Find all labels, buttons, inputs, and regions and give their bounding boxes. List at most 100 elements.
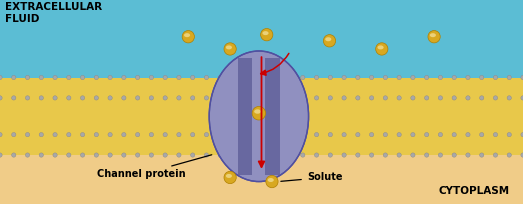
Ellipse shape	[259, 75, 264, 80]
Ellipse shape	[521, 75, 523, 80]
Ellipse shape	[438, 96, 442, 100]
Ellipse shape	[425, 75, 429, 80]
Ellipse shape	[356, 96, 360, 100]
Ellipse shape	[135, 133, 140, 137]
Ellipse shape	[342, 133, 346, 137]
FancyBboxPatch shape	[238, 58, 252, 175]
Ellipse shape	[273, 75, 277, 80]
Ellipse shape	[438, 133, 442, 137]
Ellipse shape	[0, 75, 2, 80]
Ellipse shape	[53, 133, 57, 137]
Ellipse shape	[149, 75, 154, 80]
Ellipse shape	[122, 153, 126, 157]
Ellipse shape	[493, 153, 497, 157]
Ellipse shape	[356, 75, 360, 80]
Bar	[0, 78, 523, 155]
Ellipse shape	[259, 153, 264, 157]
Ellipse shape	[314, 153, 319, 157]
Ellipse shape	[108, 75, 112, 80]
Ellipse shape	[287, 133, 291, 137]
Text: CYTOPLASM: CYTOPLASM	[439, 186, 510, 196]
Ellipse shape	[328, 96, 333, 100]
Ellipse shape	[425, 153, 429, 157]
Ellipse shape	[232, 75, 236, 80]
Ellipse shape	[94, 75, 98, 80]
Ellipse shape	[480, 75, 484, 80]
Ellipse shape	[252, 106, 266, 120]
Ellipse shape	[135, 96, 140, 100]
Ellipse shape	[53, 153, 57, 157]
Ellipse shape	[246, 153, 250, 157]
Ellipse shape	[383, 153, 388, 157]
Ellipse shape	[0, 96, 2, 100]
Ellipse shape	[204, 133, 209, 137]
Ellipse shape	[246, 96, 250, 100]
Ellipse shape	[521, 96, 523, 100]
Ellipse shape	[507, 75, 511, 80]
Ellipse shape	[507, 133, 511, 137]
Ellipse shape	[273, 96, 277, 100]
Ellipse shape	[266, 175, 278, 188]
Ellipse shape	[342, 96, 346, 100]
Ellipse shape	[149, 96, 154, 100]
Ellipse shape	[328, 133, 333, 137]
Ellipse shape	[246, 133, 250, 137]
Bar	[0, 155, 523, 204]
Ellipse shape	[224, 171, 236, 184]
Ellipse shape	[218, 75, 222, 80]
Ellipse shape	[226, 174, 232, 178]
Ellipse shape	[452, 75, 457, 80]
Ellipse shape	[204, 96, 209, 100]
Ellipse shape	[466, 153, 470, 157]
Ellipse shape	[122, 75, 126, 80]
Ellipse shape	[135, 75, 140, 80]
FancyBboxPatch shape	[266, 58, 280, 175]
Ellipse shape	[428, 31, 440, 43]
Ellipse shape	[323, 35, 336, 47]
Ellipse shape	[12, 133, 16, 137]
Ellipse shape	[190, 96, 195, 100]
Ellipse shape	[411, 75, 415, 80]
Ellipse shape	[218, 153, 222, 157]
Text: EXTRACELLULAR
FLUID: EXTRACELLULAR FLUID	[5, 2, 103, 24]
Ellipse shape	[287, 96, 291, 100]
Ellipse shape	[425, 133, 429, 137]
Ellipse shape	[0, 153, 2, 157]
Ellipse shape	[94, 96, 98, 100]
Ellipse shape	[342, 75, 346, 80]
Ellipse shape	[301, 153, 305, 157]
Ellipse shape	[314, 75, 319, 80]
Ellipse shape	[232, 133, 236, 137]
Ellipse shape	[66, 75, 71, 80]
Ellipse shape	[466, 75, 470, 80]
Ellipse shape	[190, 75, 195, 80]
Ellipse shape	[328, 153, 333, 157]
Ellipse shape	[493, 75, 497, 80]
Ellipse shape	[376, 43, 388, 55]
Ellipse shape	[39, 75, 43, 80]
Ellipse shape	[163, 153, 167, 157]
Ellipse shape	[378, 45, 384, 49]
Ellipse shape	[204, 153, 209, 157]
Ellipse shape	[411, 153, 415, 157]
Ellipse shape	[411, 133, 415, 137]
Ellipse shape	[163, 96, 167, 100]
Ellipse shape	[149, 153, 154, 157]
Ellipse shape	[0, 133, 2, 137]
Ellipse shape	[66, 153, 71, 157]
Ellipse shape	[26, 133, 30, 137]
Ellipse shape	[301, 75, 305, 80]
Ellipse shape	[260, 29, 273, 41]
Ellipse shape	[163, 133, 167, 137]
Ellipse shape	[466, 133, 470, 137]
Ellipse shape	[39, 133, 43, 137]
Ellipse shape	[259, 96, 264, 100]
Ellipse shape	[397, 133, 401, 137]
Ellipse shape	[163, 75, 167, 80]
Ellipse shape	[259, 133, 264, 137]
Ellipse shape	[81, 75, 85, 80]
Ellipse shape	[287, 75, 291, 80]
Ellipse shape	[177, 153, 181, 157]
Ellipse shape	[268, 178, 274, 182]
Ellipse shape	[480, 133, 484, 137]
